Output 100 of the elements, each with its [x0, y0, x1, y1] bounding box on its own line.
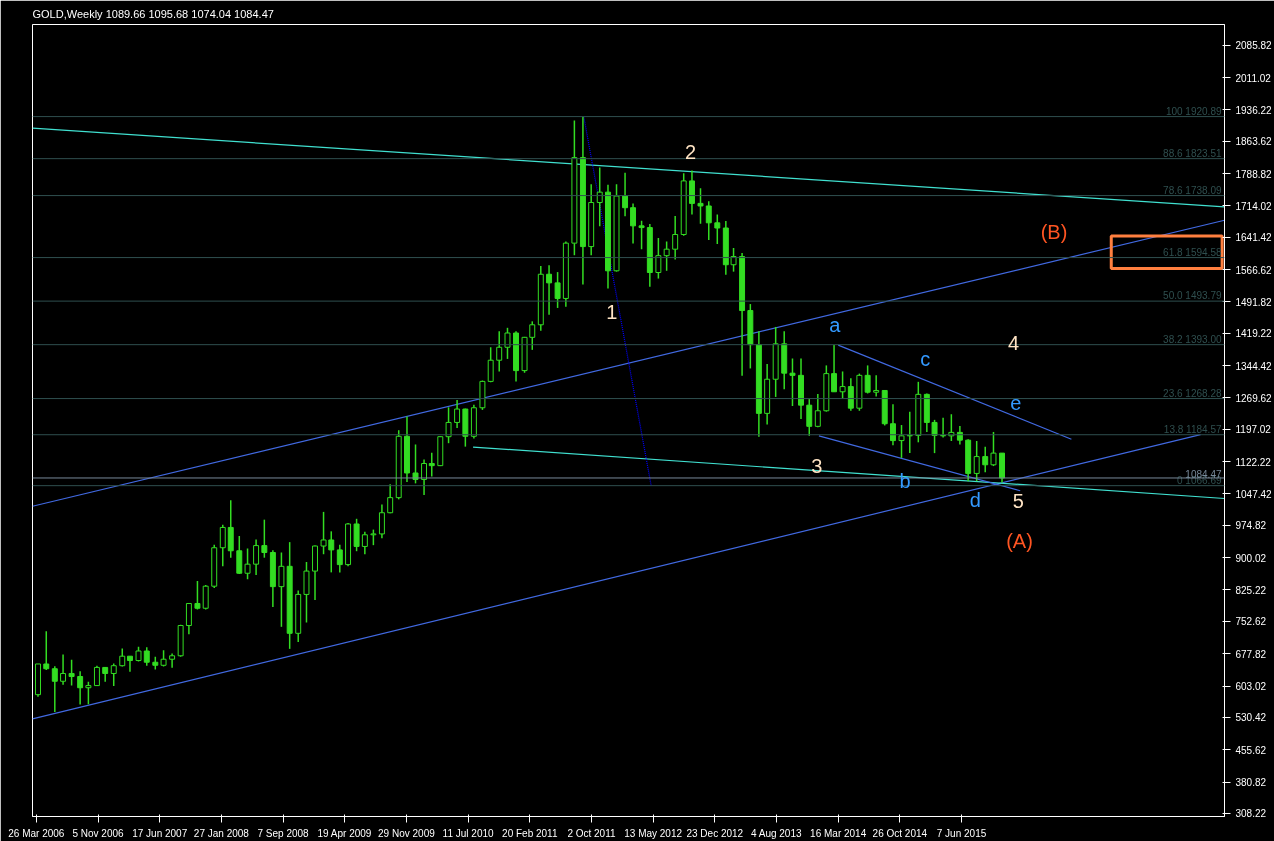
y-tick-label: 825.22: [1235, 585, 1267, 596]
x-tick-label: 7 Sep 2008: [257, 827, 310, 839]
y-tick-label: 1122.22: [1235, 456, 1272, 468]
y-tick-label: 308.22: [1235, 808, 1267, 820]
ref-line-label: 38.2 1393.00: [1163, 333, 1222, 345]
candlestick: [546, 264, 553, 316]
candlestick: [638, 219, 645, 250]
candlestick: [185, 602, 192, 635]
candlestick: [227, 499, 234, 559]
candlestick: [261, 518, 268, 559]
candlestick: [806, 398, 813, 437]
y-tick-label: 1566.62: [1235, 264, 1273, 276]
candlestick: [110, 662, 117, 687]
candlestick: [253, 538, 260, 576]
candlestick: [387, 483, 394, 514]
candlestick: [127, 655, 133, 673]
candlestick: [85, 680, 92, 705]
chart-title: GOLD,Weekly 1089.66 1095.68 1074.04 1084.47: [32, 7, 274, 20]
candlestick: [705, 200, 712, 241]
candlestick: [873, 374, 880, 398]
candlestick: [454, 399, 461, 429]
x-tick-label: 23 Dec 2012: [686, 827, 744, 839]
candlestick: [68, 658, 75, 687]
candlestick: [847, 377, 854, 412]
candlestick: [630, 202, 637, 245]
y-tick-label: 455.62: [1235, 744, 1267, 756]
y-tick-label: 1419.22: [1235, 328, 1273, 340]
x-tick-label: 26 Mar 2006: [8, 827, 65, 839]
y-tick-label: 380.82: [1235, 777, 1267, 789]
candlestick: [672, 215, 679, 261]
candlestick: [361, 531, 368, 555]
candlestick: [831, 344, 838, 393]
annotation: (A): [1006, 529, 1033, 552]
y-tick-label: 1641.42: [1235, 232, 1273, 244]
y-tick-label: 1714.02: [1235, 200, 1273, 212]
candlestick: [77, 670, 84, 706]
x-tick-label: 13 May 2012: [624, 827, 683, 839]
candlestick: [814, 393, 821, 428]
y-tick-label: 530.42: [1235, 712, 1267, 724]
y-tick-label: 752.62: [1235, 616, 1267, 628]
candlestick: [622, 171, 629, 218]
annotation: 2: [684, 141, 697, 164]
candlestick: [202, 584, 209, 611]
x-tick-label: 16 Mar 2014: [810, 827, 867, 839]
x-tick-label: 11 Jul 2010: [442, 827, 495, 839]
y-tick-label: 1491.82: [1235, 296, 1273, 308]
candlestick: [956, 425, 963, 446]
candlestick: [60, 653, 67, 686]
candlestick: [445, 406, 452, 444]
candlestick: [554, 271, 561, 309]
candlestick: [697, 187, 704, 225]
ref-line-label: 50.0 1493.79: [1163, 290, 1222, 302]
annotation: (B): [1040, 221, 1068, 243]
candlestick: [336, 543, 343, 574]
candlestick: [236, 535, 243, 575]
ref-line-label: 78.6 1738.09: [1163, 184, 1222, 196]
y-tick-label: 1788.82: [1235, 168, 1273, 180]
annotation: a: [829, 313, 842, 336]
ref-line-label: 23.6 1268.28: [1163, 387, 1222, 399]
annotation: c: [920, 347, 931, 370]
x-tick-label: 26 Oct 2014: [872, 827, 928, 839]
annotation: 5: [1012, 490, 1024, 513]
y-tick-label: 1863.62: [1235, 136, 1273, 148]
candlestick: [839, 370, 846, 400]
y-tick-label: 1344.42: [1235, 360, 1273, 372]
candlestick: [119, 647, 126, 668]
candlestick: [688, 169, 695, 216]
annotation: 1: [606, 301, 618, 323]
candlestick: [219, 524, 226, 568]
x-tick-label: 20 Feb 2011: [502, 827, 558, 839]
y-tick-label: 1936.22: [1235, 104, 1273, 116]
x-tick-label: 7 Jun 2015: [936, 827, 987, 839]
candlestick: [194, 580, 201, 611]
candlestick: [789, 357, 796, 407]
x-tick-label: 19 Apr 2009: [317, 827, 372, 839]
y-tick-label: 2085.82: [1235, 40, 1273, 52]
candlestick: [990, 431, 997, 467]
x-tick-label: 2 Oct 2011: [567, 827, 616, 839]
candlestick: [303, 561, 310, 624]
candlestick: [428, 451, 435, 478]
y-tick-label: 603.02: [1235, 681, 1267, 692]
candlestick: [421, 458, 428, 496]
y-tick-label: 1269.62: [1235, 392, 1273, 404]
annotation: e: [1010, 392, 1022, 415]
x-tick-label: 4 Aug 2013: [750, 827, 802, 839]
candlestick: [663, 240, 670, 272]
candlestick: [596, 166, 603, 228]
candlestick: [496, 330, 503, 373]
ref-line-label: 88.6 1823.51: [1163, 147, 1222, 159]
annotation: 4: [1007, 331, 1020, 354]
y-tick-label: 1047.42: [1235, 488, 1273, 500]
candlestick: [714, 213, 721, 245]
x-tick-label: 17 Jun 2007: [132, 827, 188, 839]
x-tick-label: 27 Jan 2008: [193, 827, 250, 839]
annotation: d: [969, 488, 981, 511]
y-tick-label: 900.02: [1235, 552, 1267, 564]
y-tick-label: 974.82: [1235, 520, 1267, 532]
y-tick-label: 2011.02: [1235, 72, 1272, 84]
candlestick: [278, 551, 285, 628]
candlestick: [898, 424, 905, 459]
